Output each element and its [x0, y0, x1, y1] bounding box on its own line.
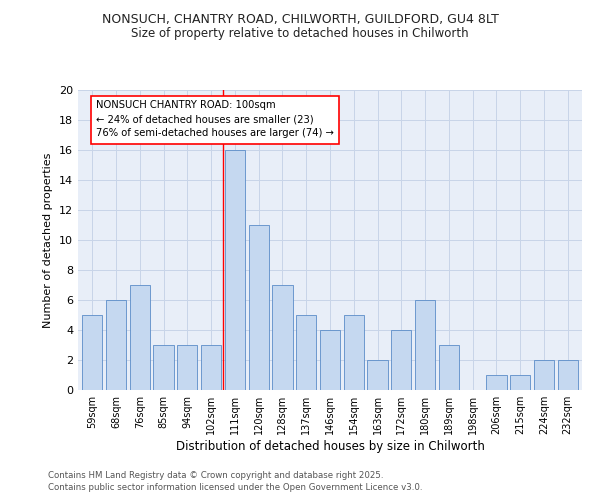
Bar — [439, 345, 459, 390]
Text: NONSUCH CHANTRY ROAD: 100sqm
← 24% of detached houses are smaller (23)
76% of se: NONSUCH CHANTRY ROAD: 100sqm ← 24% of de… — [96, 100, 334, 138]
Bar — [82, 315, 103, 390]
Bar — [344, 315, 364, 390]
X-axis label: Distribution of detached houses by size in Chilworth: Distribution of detached houses by size … — [176, 440, 484, 453]
Bar — [534, 360, 554, 390]
Bar — [320, 330, 340, 390]
Bar — [177, 345, 197, 390]
Bar — [272, 285, 293, 390]
Bar — [296, 315, 316, 390]
Bar — [106, 300, 126, 390]
Bar — [154, 345, 173, 390]
Bar — [225, 150, 245, 390]
Bar — [487, 375, 506, 390]
Bar — [557, 360, 578, 390]
Bar — [130, 285, 150, 390]
Bar — [391, 330, 412, 390]
Bar — [510, 375, 530, 390]
Bar — [415, 300, 435, 390]
Text: Contains HM Land Registry data © Crown copyright and database right 2025.
Contai: Contains HM Land Registry data © Crown c… — [48, 471, 422, 492]
Y-axis label: Number of detached properties: Number of detached properties — [43, 152, 53, 328]
Bar — [248, 225, 269, 390]
Bar — [367, 360, 388, 390]
Bar — [201, 345, 221, 390]
Text: Size of property relative to detached houses in Chilworth: Size of property relative to detached ho… — [131, 28, 469, 40]
Text: NONSUCH, CHANTRY ROAD, CHILWORTH, GUILDFORD, GU4 8LT: NONSUCH, CHANTRY ROAD, CHILWORTH, GUILDF… — [101, 12, 499, 26]
